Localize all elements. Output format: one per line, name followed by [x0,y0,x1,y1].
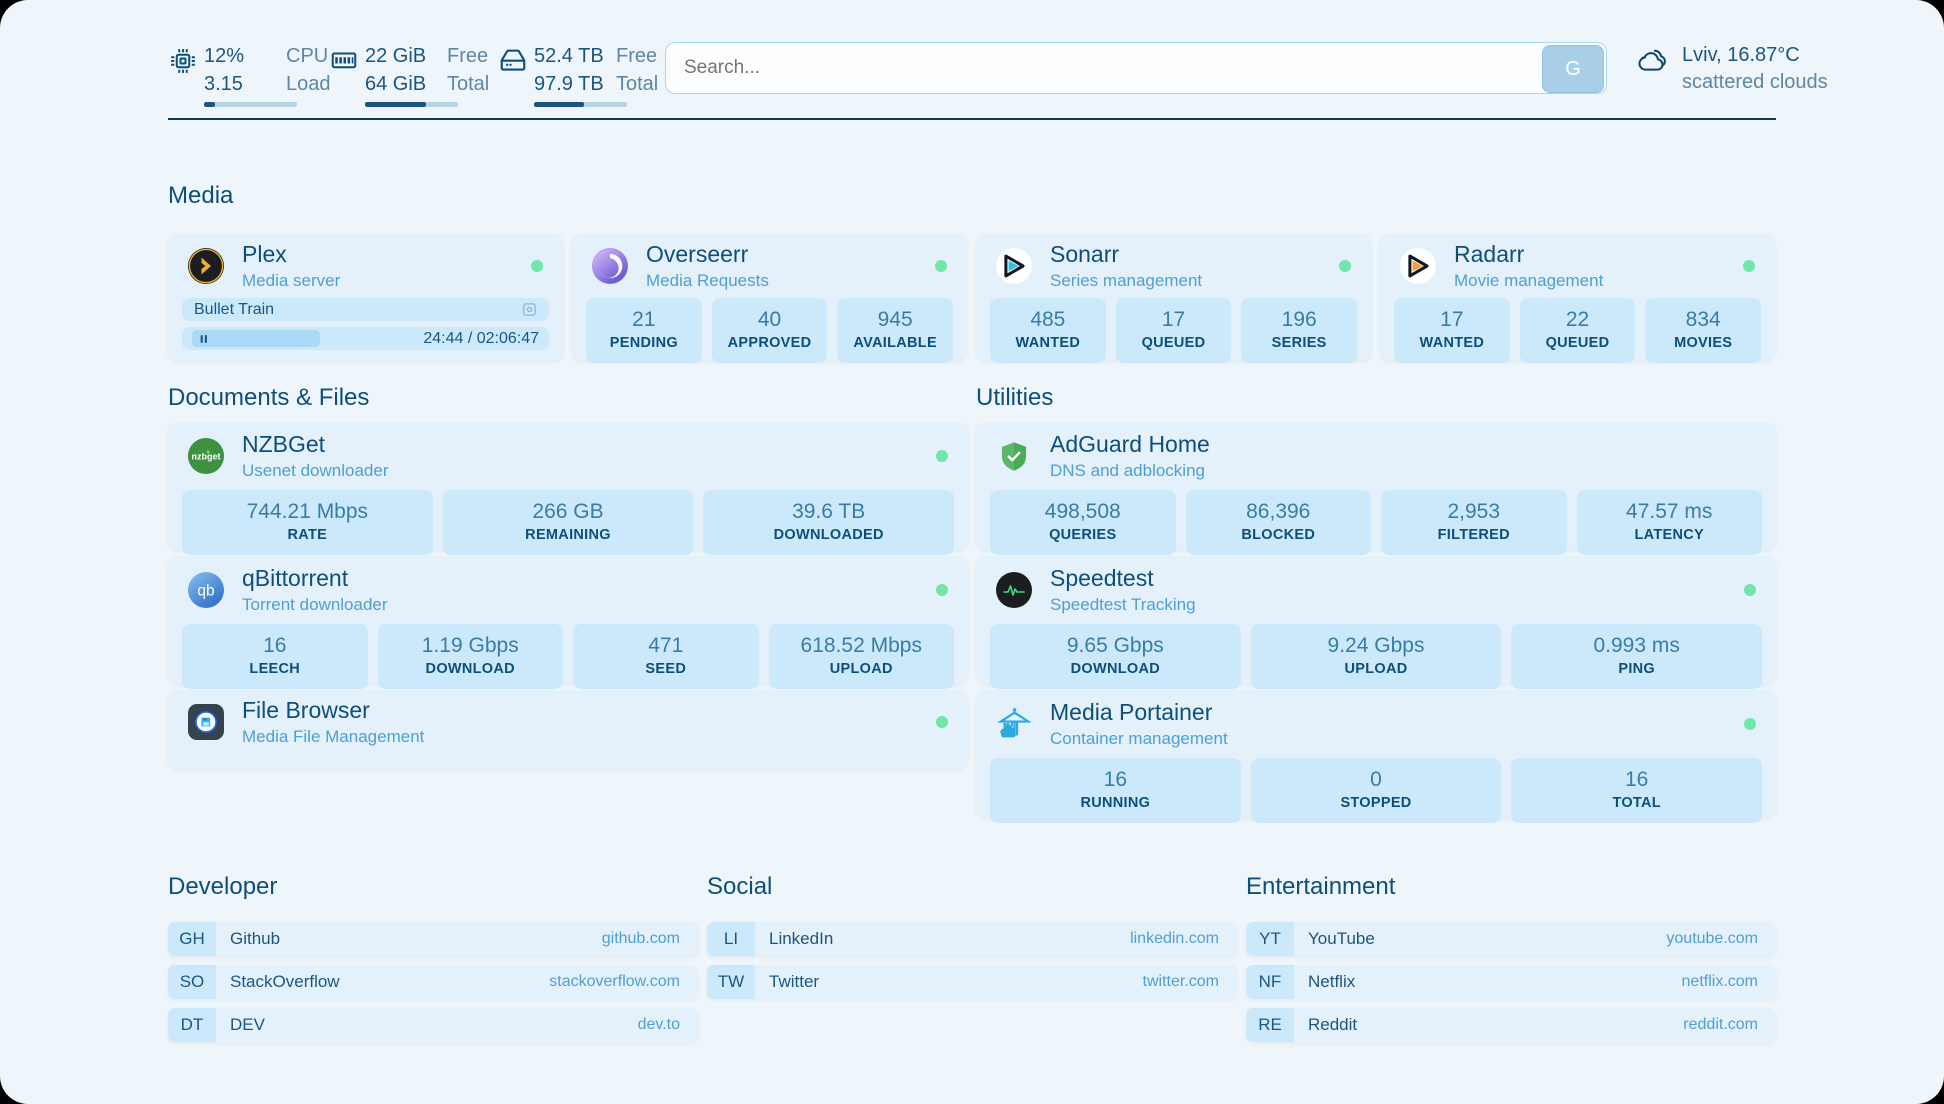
svg-text:qb: qb [197,583,214,600]
svg-text:nzbget: nzbget [192,451,221,461]
